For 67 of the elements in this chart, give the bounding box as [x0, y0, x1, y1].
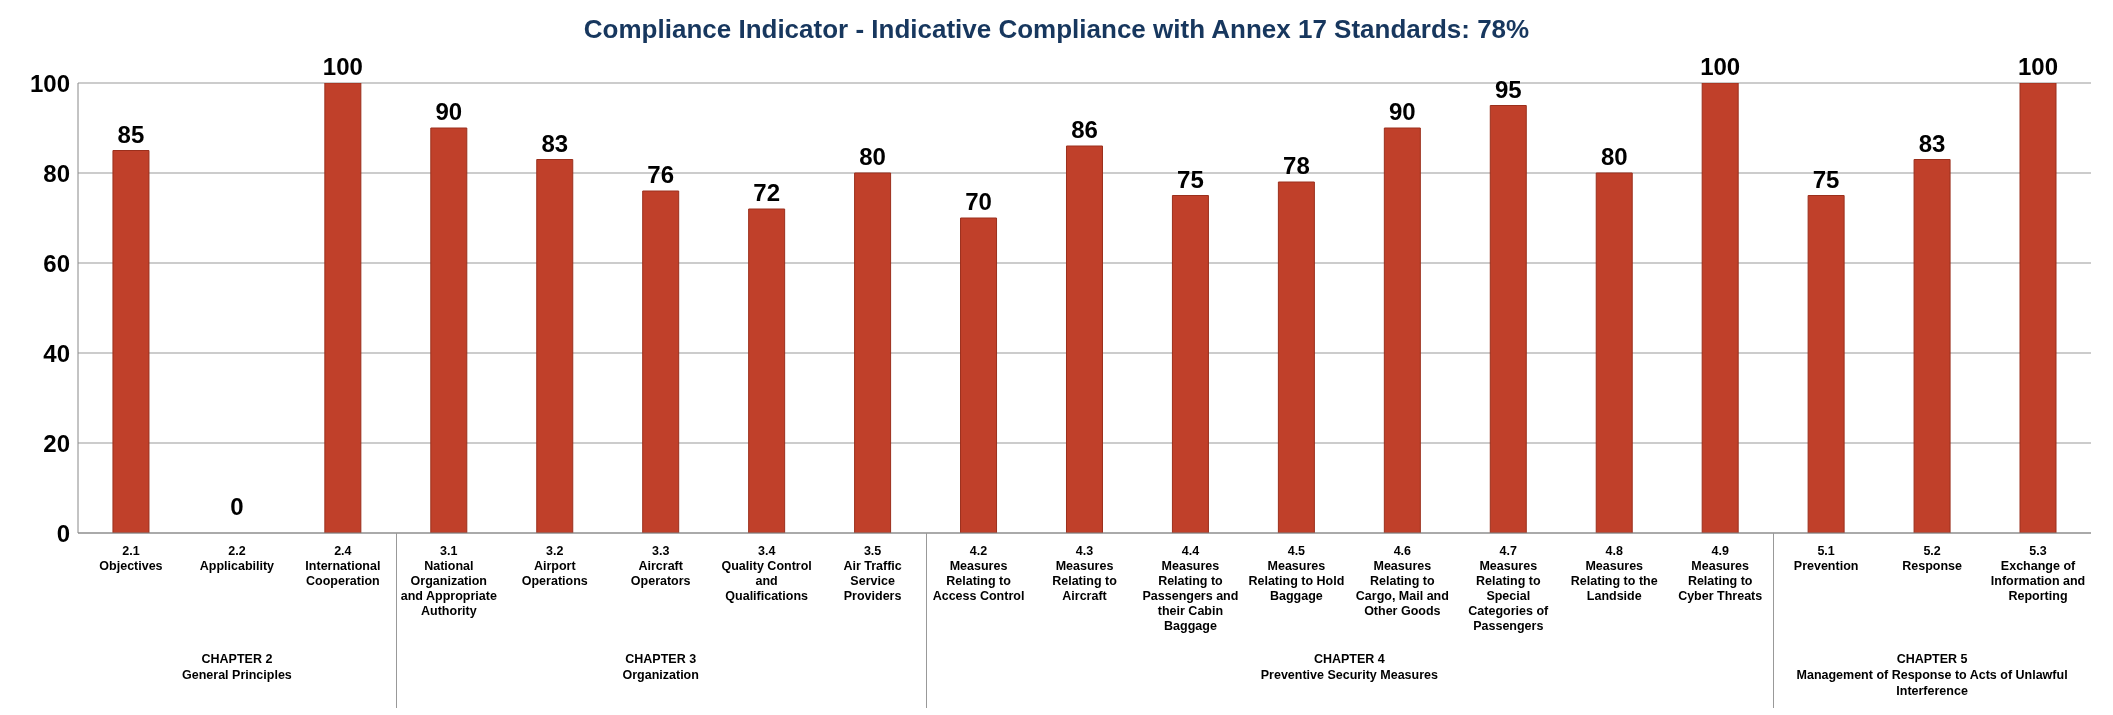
y-tick-label: 20 [43, 429, 70, 457]
y-tick-label: 80 [43, 159, 70, 187]
data-label: 80 [859, 143, 886, 170]
y-tick-label: 100 [29, 69, 70, 97]
data-label: 75 [1812, 165, 1840, 193]
data-label: 72 [753, 179, 781, 206]
data-label: 76 [647, 161, 675, 188]
x-tick-label: 4.6 Measures Relating to Cargo, Mail and Other Goods [1355, 544, 1449, 618]
bar [536, 159, 574, 533]
text: CHAPTER 2 General Principles [181, 651, 293, 683]
x-tick-label: 5.2 Response [1902, 544, 1962, 573]
x-tick-label: 4.9 Measures Relating to Cyber Threats [1678, 544, 1763, 603]
data-label: 100 [322, 53, 363, 80]
text: CHAPTER 4 Preventive Security Measures [1259, 651, 1439, 683]
x-tick-label: 2.4 International Cooperation [305, 544, 381, 588]
bar [1171, 195, 1209, 533]
chart-title: Compliance Indicator - Indicative Compliance with Annex 17 Standards: 78% [582, 14, 1531, 45]
text: CHAPTER 3 Organization [621, 651, 700, 683]
data-label: 86 [1071, 116, 1098, 143]
x-tick-label: 4.7 Measures Relating to Special Categories of Passengers [1468, 544, 1550, 633]
data-label: 90 [1388, 98, 1416, 125]
bar [642, 190, 680, 533]
data-label: 80 [1600, 143, 1628, 170]
data-label: 95 [1494, 75, 1522, 103]
x-tick-label: 2.2 Applicability [199, 544, 275, 573]
bar [1065, 145, 1103, 533]
bar [1701, 83, 1739, 533]
x-tick-label: 2.1 Objectives [99, 544, 163, 573]
bar [1277, 181, 1315, 533]
x-tick-label: 3.4 Quality Control and Qualifications [721, 544, 812, 603]
text: CHAPTER 5 Management of Response to Acts of Unlawful Interference [1795, 651, 2069, 699]
data-label: 78 [1283, 152, 1310, 179]
y-tick-label: 0 [56, 519, 70, 547]
data-label: 83 [541, 129, 569, 157]
bar [1807, 195, 1845, 533]
data-label: 85 [117, 120, 145, 148]
bar [1595, 172, 1633, 533]
bar [748, 208, 786, 533]
bar [1489, 105, 1527, 533]
x-tick-label: 4.5 Measures Relating to Hold Baggage [1248, 544, 1345, 603]
x-tick-label: 4.4 Measures Relating to Passengers and their Cabin Baggage [1142, 544, 1239, 633]
x-tick-label: 3.1 National Organization and Appropriate Authority [400, 544, 497, 618]
x-tick-label: 3.5 Air Traffic Service Providers [843, 544, 902, 603]
data-label: 0 [230, 493, 244, 520]
bar [112, 150, 150, 533]
bar [960, 217, 998, 533]
x-tick-label: 4.8 Measures Relating to the Landside [1570, 544, 1658, 603]
bar [324, 83, 362, 533]
y-tick-label: 60 [43, 249, 70, 277]
data-label: 70 [965, 188, 992, 215]
x-tick-label: 3.3 Aircraft Operators [630, 544, 691, 588]
data-label: 100 [1700, 53, 1741, 80]
data-label: 100 [2018, 53, 2059, 80]
x-tick-label: 5.3 Exchange of Information and Reporting [1990, 544, 2086, 603]
data-label: 90 [435, 98, 463, 125]
x-tick-label: 4.2 Measures Relating to Access Control [932, 544, 1025, 603]
y-tick-label: 40 [43, 339, 70, 367]
bar [1913, 159, 1951, 533]
x-tick-label: 5.1 Prevention [1793, 544, 1859, 573]
data-label: 75 [1177, 165, 1204, 193]
data-label: 83 [1918, 129, 1946, 157]
bar [430, 127, 468, 533]
x-tick-label: 4.3 Measures Relating to Aircraft [1052, 544, 1118, 603]
x-tick-label: 3.2 Airport Operations [521, 544, 588, 588]
bar [854, 172, 892, 533]
bar [2019, 83, 2057, 533]
bar [1383, 127, 1421, 533]
